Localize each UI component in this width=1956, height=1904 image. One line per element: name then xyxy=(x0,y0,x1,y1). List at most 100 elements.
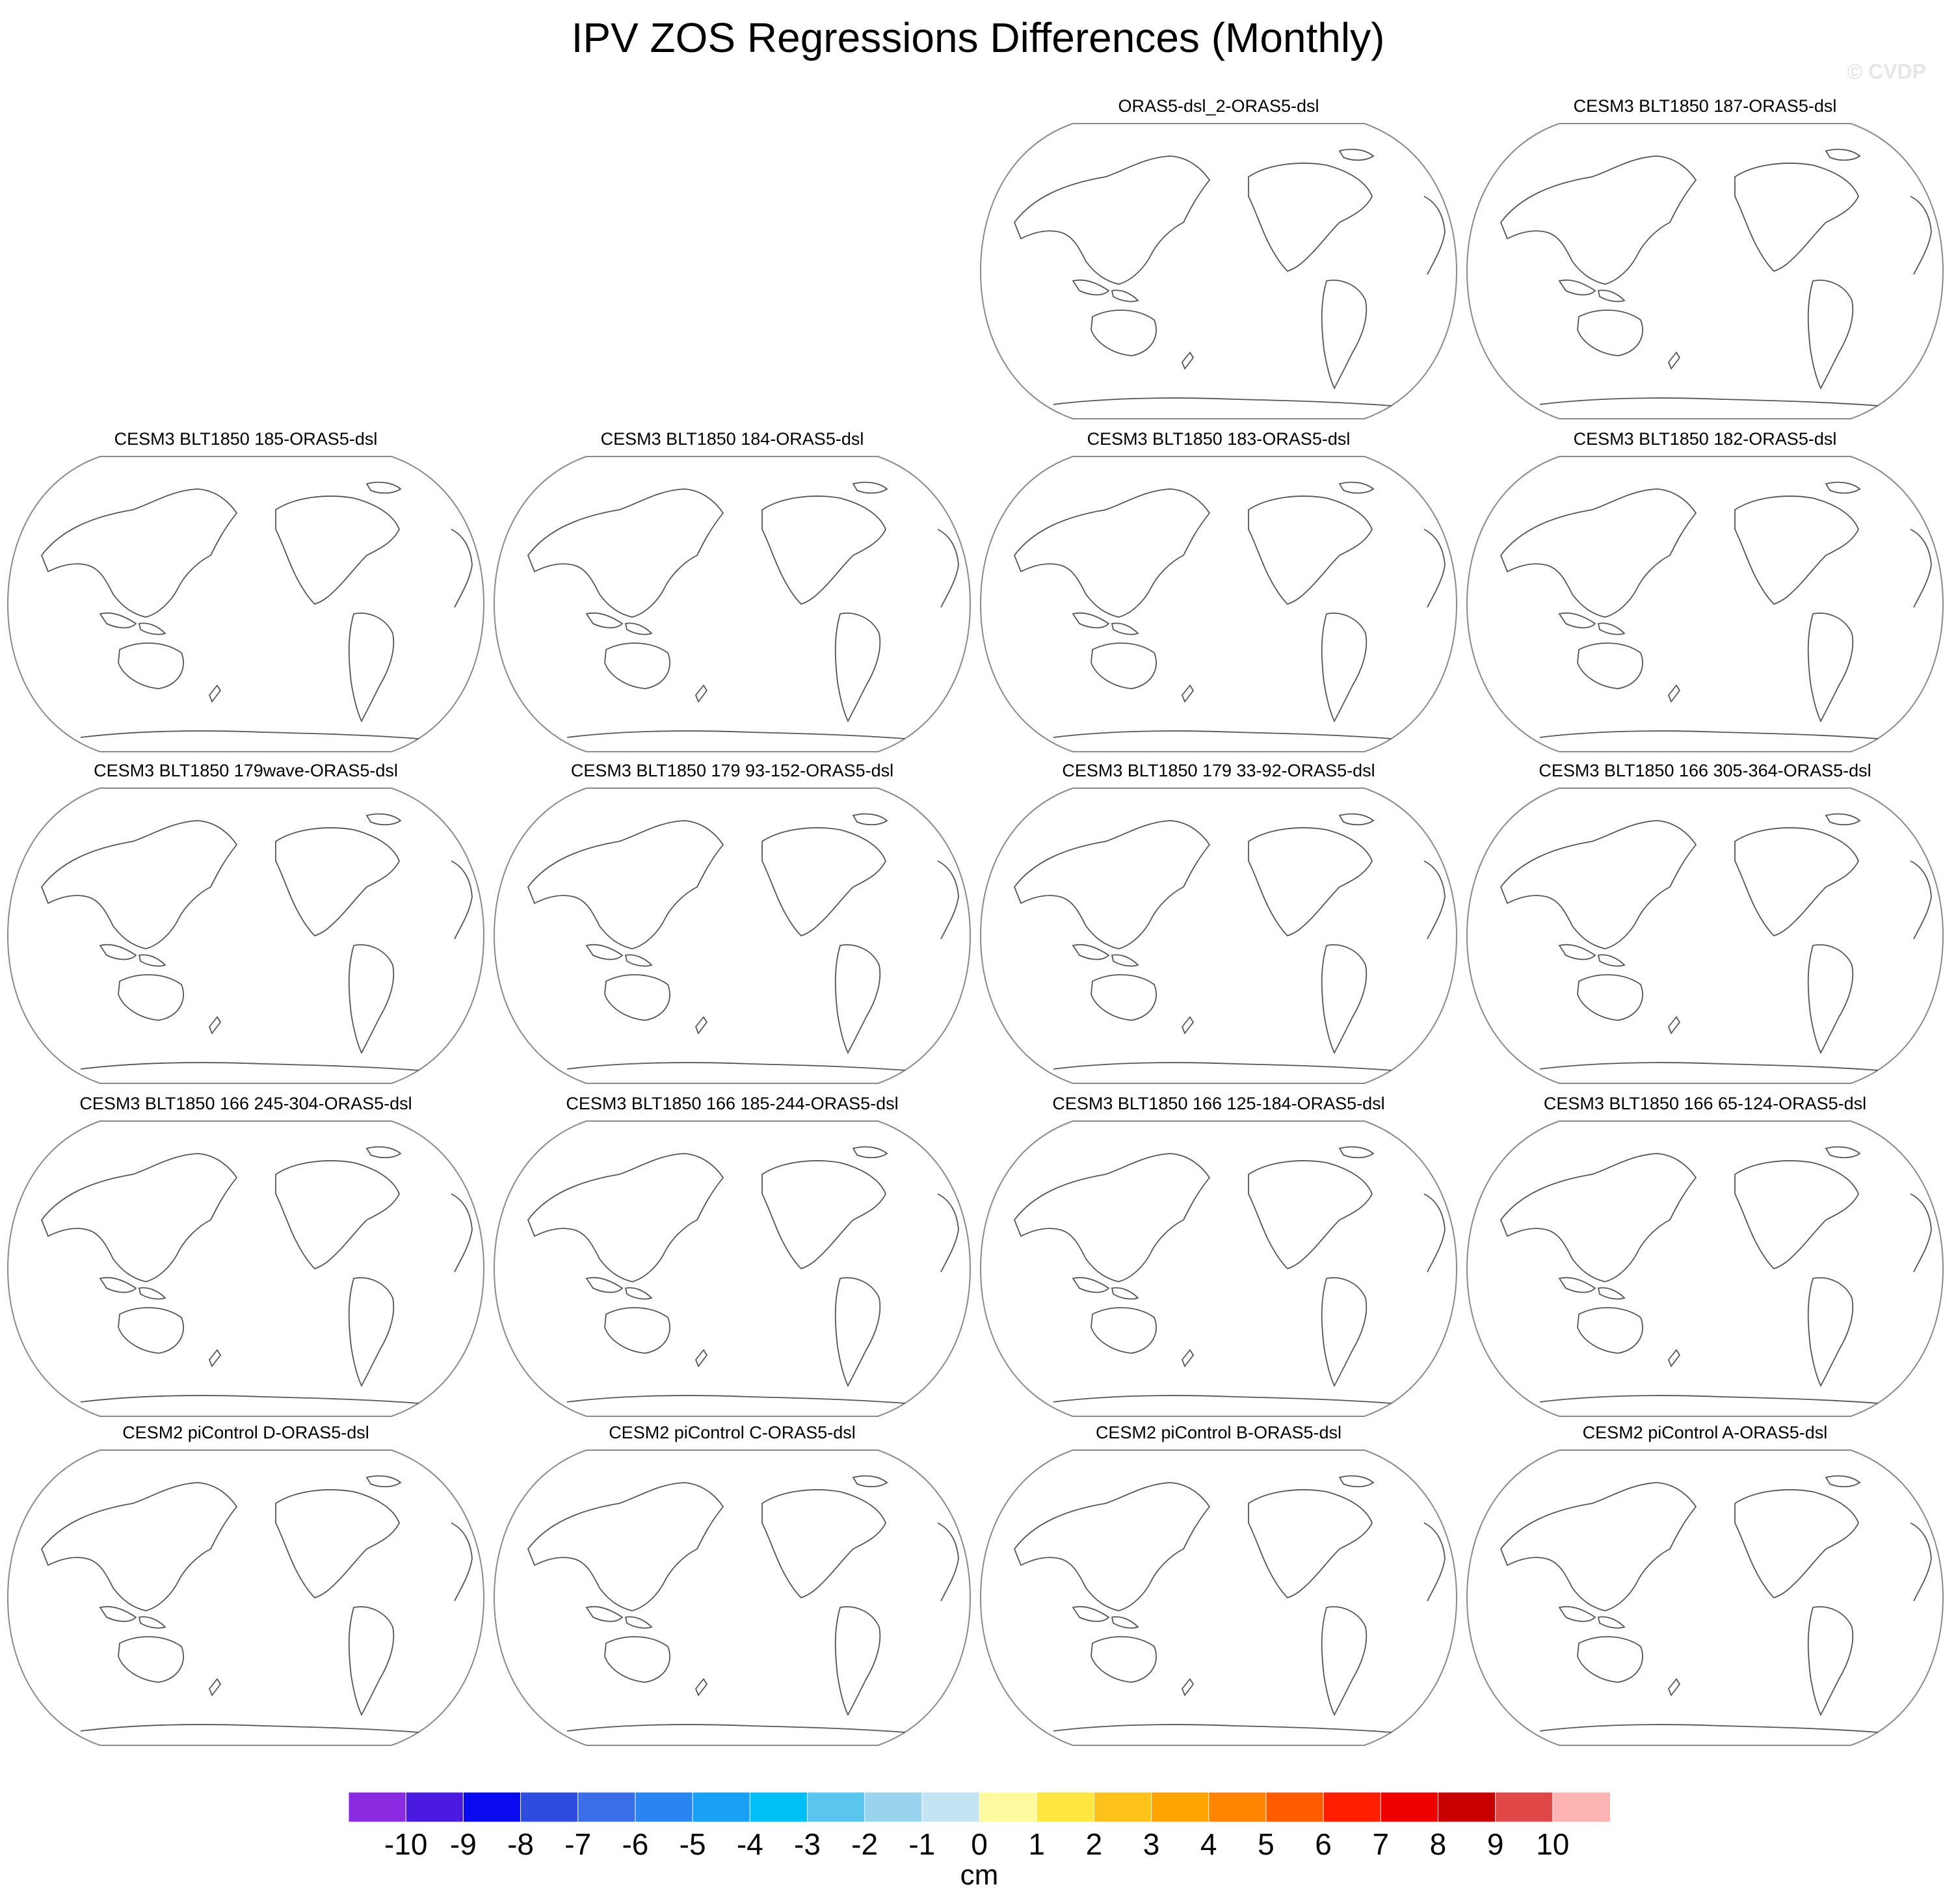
coastline xyxy=(138,622,166,635)
world-map xyxy=(1466,787,1944,1084)
coastline xyxy=(1734,1160,1859,1270)
coastline xyxy=(80,1062,419,1071)
coastline xyxy=(208,1016,222,1035)
colorbar-box xyxy=(1323,1792,1382,1822)
coastline xyxy=(761,496,886,605)
coastline xyxy=(1181,351,1195,370)
world-map xyxy=(7,787,485,1084)
coastline xyxy=(566,1724,906,1733)
coastline xyxy=(1090,1636,1157,1683)
coastline xyxy=(527,1482,724,1611)
coastline xyxy=(1807,280,1854,390)
coastline xyxy=(1072,1606,1110,1622)
coastline xyxy=(1321,613,1368,723)
coastline xyxy=(1597,954,1626,967)
coastline xyxy=(1807,1606,1854,1717)
colorbar-tick-label: -4 xyxy=(736,1827,763,1861)
coastline xyxy=(80,1395,419,1404)
coastline xyxy=(1500,155,1697,285)
colorbar-box xyxy=(1036,1792,1095,1822)
coastline xyxy=(566,730,906,739)
coastline xyxy=(99,1606,137,1622)
coastline xyxy=(1539,1062,1879,1071)
map-border xyxy=(493,1120,971,1417)
world-map xyxy=(1466,1120,1944,1417)
coastline xyxy=(1558,1606,1596,1622)
colorbar-tick-label: -7 xyxy=(564,1827,592,1861)
coastline xyxy=(604,1636,670,1683)
coastline xyxy=(365,1475,402,1488)
coastline xyxy=(80,730,419,739)
world-map xyxy=(979,1120,1458,1417)
coastline xyxy=(761,1160,886,1270)
coastline xyxy=(527,1153,724,1282)
coastline xyxy=(1597,1287,1626,1300)
colorbar-tick-label: 5 xyxy=(1258,1827,1275,1861)
coastline xyxy=(40,820,238,949)
map-panel: CESM3 BLT1850 184-ORAS5-dsl xyxy=(489,428,975,760)
coastline xyxy=(1734,163,1859,272)
figure-title: IPV ZOS Regressions Differences (Monthly… xyxy=(571,14,1385,61)
coastline xyxy=(1500,488,1697,618)
coastlines xyxy=(40,813,473,1071)
coastline xyxy=(1825,1146,1861,1159)
coastline xyxy=(852,813,888,826)
colorbar-tick-label: 4 xyxy=(1200,1827,1217,1861)
coastline xyxy=(1807,1277,1854,1388)
colorbar-box xyxy=(692,1792,751,1822)
coastline xyxy=(275,1160,400,1270)
coastline xyxy=(1072,612,1110,629)
panel-title: CESM3 BLT1850 179 93-152-ORAS5-dsl xyxy=(570,761,894,780)
map-border xyxy=(1466,123,1944,419)
coastline xyxy=(1248,496,1373,605)
world-map xyxy=(7,1449,485,1746)
coastline xyxy=(1090,1307,1157,1354)
coastline xyxy=(604,642,670,689)
colorbar-box xyxy=(1437,1792,1496,1822)
panel-title: ORAS5-dsl_2-ORAS5-dsl xyxy=(1118,96,1319,116)
coastline xyxy=(624,1287,653,1300)
colorbar-box xyxy=(577,1792,636,1822)
coastline xyxy=(348,613,395,723)
coastline xyxy=(1053,1062,1392,1071)
coastlines xyxy=(1500,1146,1932,1404)
coastline xyxy=(348,1277,395,1388)
coastline xyxy=(1807,613,1854,723)
map-panel: ORAS5-dsl_2-ORAS5-dsl xyxy=(975,95,1462,427)
coastline xyxy=(834,613,881,723)
coastline xyxy=(761,1489,886,1599)
map-border xyxy=(7,1120,485,1417)
colorbar-tick-label: 1 xyxy=(1028,1827,1045,1861)
coastline xyxy=(1090,310,1157,356)
coastline xyxy=(1577,974,1643,1021)
coastline xyxy=(694,1349,708,1368)
colorbar-tick-label: -3 xyxy=(794,1827,821,1861)
coastline xyxy=(1558,612,1596,629)
coastline xyxy=(1013,1153,1211,1282)
coastline xyxy=(118,1307,184,1354)
coastline xyxy=(1539,397,1879,406)
coastline xyxy=(1181,1016,1195,1035)
coastline xyxy=(1181,1349,1195,1368)
world-map xyxy=(7,456,485,752)
coastline xyxy=(1013,155,1211,285)
coastlines xyxy=(40,481,473,739)
coastlines xyxy=(1500,481,1932,739)
world-map xyxy=(979,456,1458,752)
coastline xyxy=(604,974,670,1021)
coastline xyxy=(1577,1307,1643,1354)
coastline xyxy=(1072,944,1110,960)
coastline xyxy=(1734,827,1859,937)
coastline xyxy=(1423,1522,1446,1602)
colorbar-box xyxy=(1495,1792,1553,1822)
colorbar-tick-label: 2 xyxy=(1085,1827,1103,1861)
coastline xyxy=(585,1606,624,1622)
colorbar-tick-label: -9 xyxy=(449,1827,477,1861)
colorbar-box xyxy=(635,1792,694,1822)
colorbar-box xyxy=(806,1792,866,1822)
map-border xyxy=(979,1120,1458,1417)
map-panel: CESM3 BLT1850 166 125-184-ORAS5-dsl xyxy=(975,1092,1462,1424)
coastline xyxy=(585,612,624,629)
coastline xyxy=(624,954,653,967)
world-map xyxy=(979,787,1458,1084)
